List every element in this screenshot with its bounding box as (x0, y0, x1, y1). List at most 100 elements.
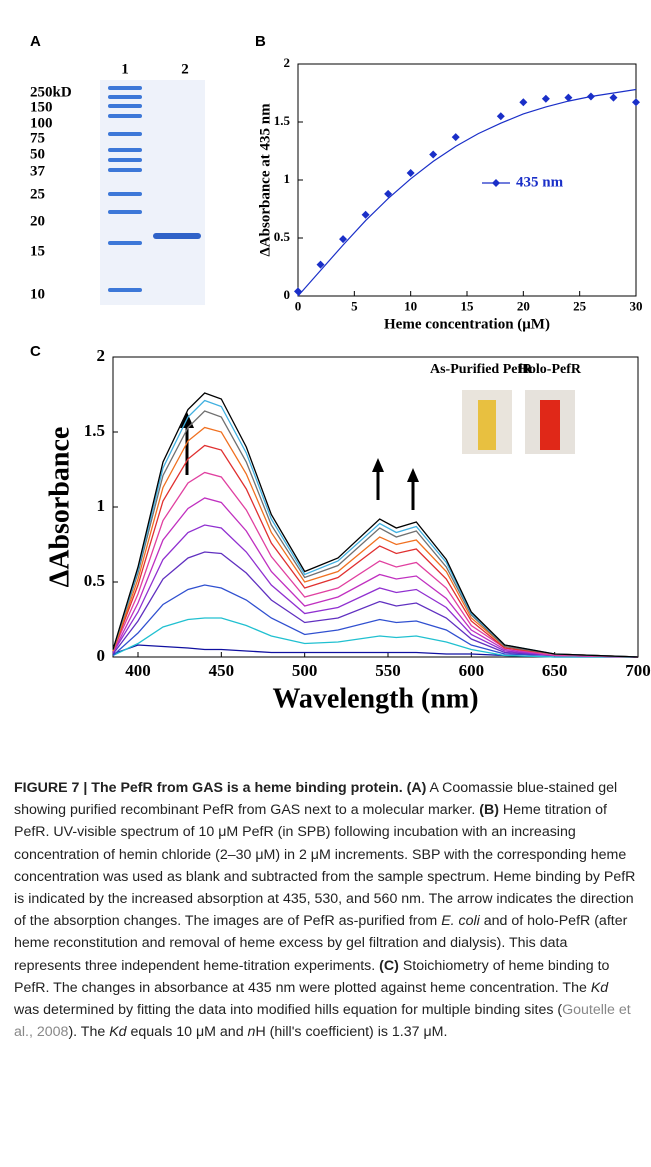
marker-label: 20 (30, 213, 45, 229)
annotation: Holo-PefR (518, 362, 582, 377)
lane-label: 1 (121, 61, 129, 77)
caption: FIGURE 7 | The PefR from GAS is a heme b… (14, 777, 636, 1043)
y-tick-label: 2 (284, 55, 291, 70)
marker-band (108, 114, 142, 118)
marker-band (108, 132, 142, 136)
protein-band (153, 233, 201, 239)
x-tick-label: 650 (542, 661, 568, 680)
caption-title: FIGURE 7 | The PefR from GAS is a heme b… (14, 780, 403, 796)
series-line (112, 584, 639, 658)
caption-italic: Kd (109, 1024, 127, 1041)
caption-text: H (hill's coefficient) is 1.37 μM. (255, 1024, 448, 1041)
data-point (609, 93, 618, 102)
marker-label: 75 (30, 130, 45, 146)
marker-band (108, 288, 142, 292)
marker-band (108, 241, 142, 245)
y-tick-label: 1 (97, 496, 106, 515)
marker-band (108, 158, 142, 162)
data-point (632, 98, 640, 107)
x-tick-label: 700 (625, 661, 651, 680)
caption-text: Heme titration of PefR. UV-visible spect… (14, 802, 636, 930)
caption-text: and of holo-PefR (after heme reconstitut… (14, 913, 628, 974)
x-tick-label: 600 (459, 661, 485, 680)
data-point (496, 112, 505, 121)
y-axis-label: ΔAbsorbance at 435 nm (257, 103, 273, 257)
caption-ref: (B) (479, 802, 499, 819)
data-point (541, 94, 550, 103)
caption-italic: Kd (590, 979, 609, 996)
marker-label: 50 (30, 146, 45, 162)
y-tick-label: 1.5 (274, 113, 291, 128)
caption-text: was determined by fitting the data into … (14, 1002, 563, 1019)
x-tick-label: 25 (573, 299, 587, 314)
y-tick-label: 1 (284, 171, 291, 186)
panel-label: A (30, 33, 41, 50)
marker-label: 150 (30, 99, 53, 115)
marker-band (108, 104, 142, 108)
series-line (112, 497, 639, 658)
caption-ref: (A) (406, 780, 427, 796)
marker-band (108, 95, 142, 99)
marker-band (108, 86, 142, 90)
x-tick-label: 15 (461, 299, 475, 314)
citation-link[interactable]: Goutelle et al., 2008 (14, 1002, 631, 1041)
caption-text: A Coomassie blue-stained gel showing pur… (14, 780, 618, 819)
marker-label: 15 (30, 243, 45, 259)
caption-text: ). The (68, 1024, 106, 1041)
caption-text: Stoichiometry of heme binding to PefR. T… (14, 957, 610, 996)
arrows (180, 412, 419, 510)
series-line (112, 410, 639, 658)
plot-frame (297, 63, 637, 297)
series-line (112, 444, 639, 658)
x-tick-label: 10 (404, 299, 417, 314)
panel-label: C (30, 343, 41, 360)
x-tick-label: 30 (630, 299, 643, 314)
marker-label: 250kD (30, 84, 72, 100)
panel-label: B (255, 33, 266, 50)
series-line (112, 617, 638, 658)
x-tick-label: 20 (517, 299, 530, 314)
series-line (112, 644, 638, 658)
marker-band (108, 148, 142, 152)
series-line (112, 399, 639, 658)
x-tick-label: 0 (295, 299, 302, 314)
data-point (564, 93, 573, 102)
caption-text: equals 10 μM and (130, 1024, 244, 1041)
y-tick-label: 0.5 (274, 229, 291, 244)
cuvette (478, 400, 496, 450)
caption-italic: n (247, 1024, 256, 1041)
caption-ref: (C) (379, 957, 399, 974)
series-line (112, 392, 639, 658)
data-point (339, 235, 348, 244)
x-tick-label: 400 (125, 661, 151, 680)
marker-label: 25 (30, 186, 45, 202)
data-point (519, 98, 528, 107)
x-tick-label: 550 (375, 661, 401, 680)
data-point (451, 133, 460, 142)
x-tick-label: 450 (209, 661, 235, 680)
x-tick-label: 500 (292, 661, 318, 680)
marker-label: 37 (30, 163, 46, 179)
x-axis-label: Wavelength (nm) (272, 683, 478, 714)
y-axis-label: ΔAbsorbance (44, 427, 75, 588)
marker-label: 10 (30, 286, 45, 302)
series-line (112, 551, 639, 658)
data-point (294, 287, 302, 296)
y-tick-label: 0 (284, 287, 291, 302)
data-point (316, 260, 325, 269)
data-point (406, 169, 415, 178)
y-tick-label: 2 (97, 346, 106, 365)
lane-label: 2 (181, 61, 189, 77)
marker-band (108, 210, 142, 214)
marker-label: 100 (30, 115, 53, 131)
annotation: As-Purified PefR (430, 362, 533, 377)
y-tick-label: 1.5 (84, 421, 105, 440)
cuvette (540, 400, 560, 450)
y-tick-label: 0 (97, 646, 106, 665)
legend-marker (492, 179, 500, 187)
series-line (112, 471, 639, 658)
caption-italic: E. coli (441, 913, 480, 930)
data-point (429, 150, 438, 159)
